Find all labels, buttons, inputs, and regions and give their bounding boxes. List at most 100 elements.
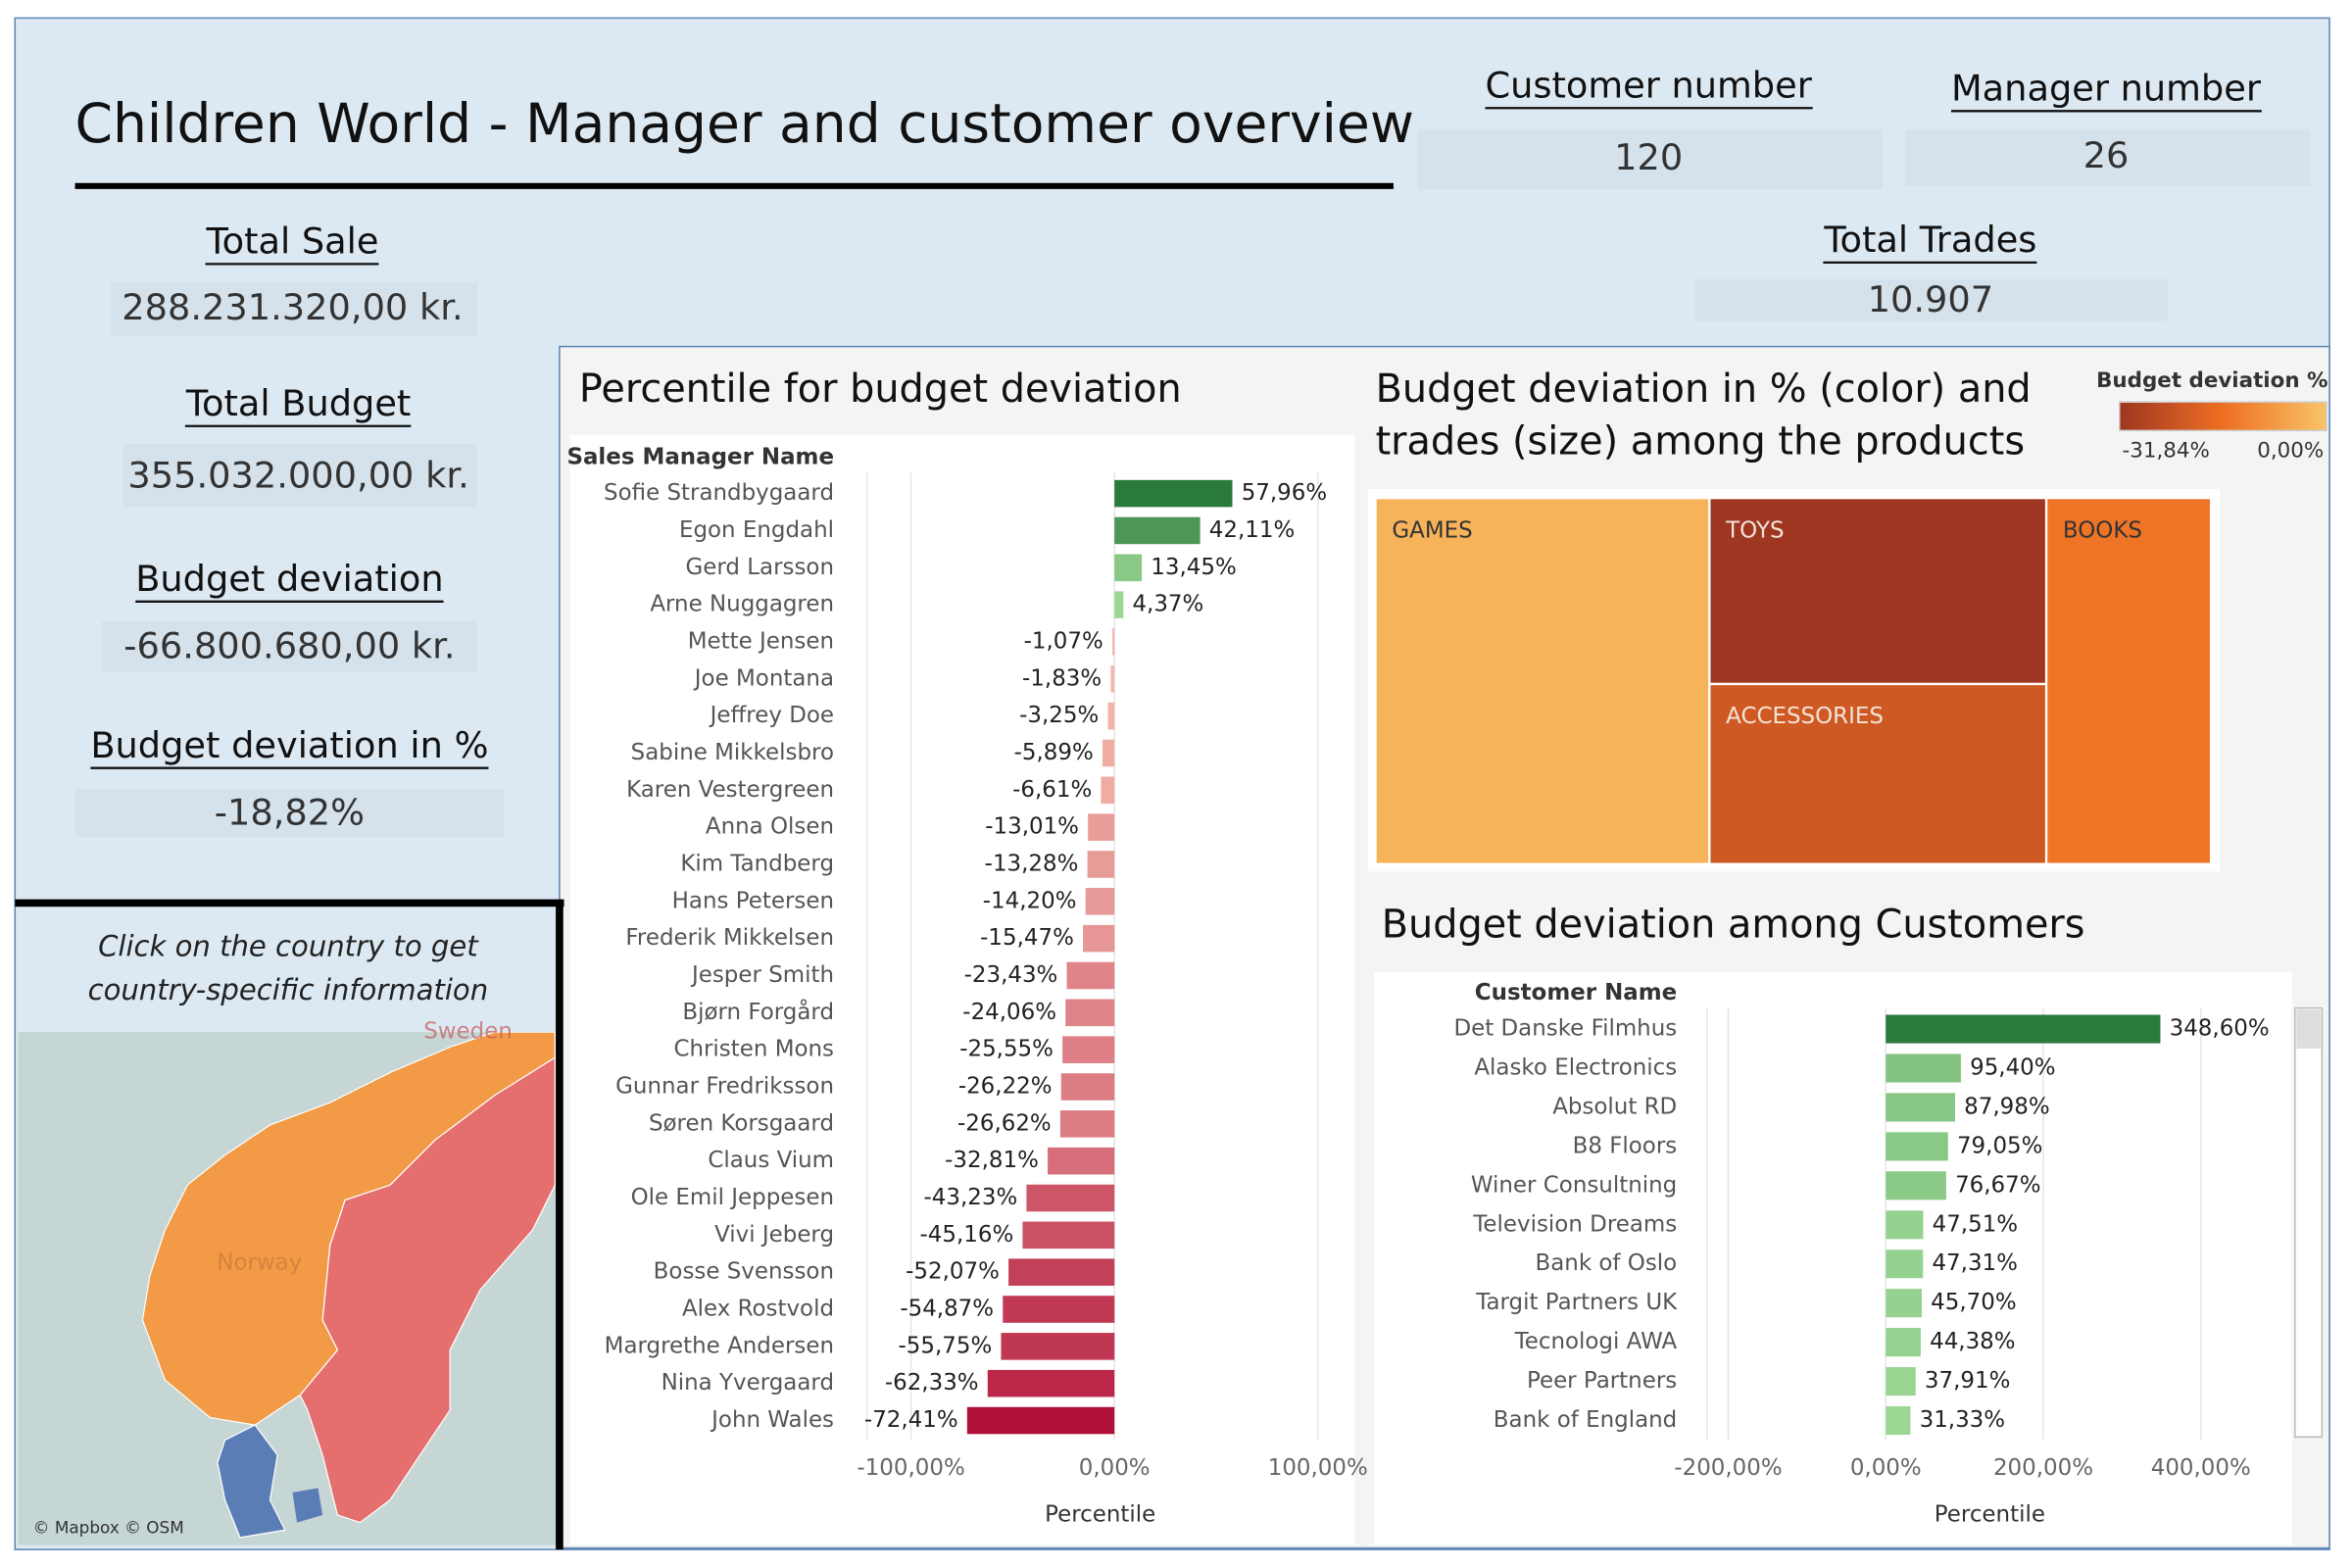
kpi-label: Budget deviation	[135, 558, 443, 600]
kpi-label: Budget deviation in %	[90, 724, 488, 766]
bar	[1886, 1132, 1948, 1161]
scrollbar-thumb[interactable]	[2296, 1009, 2321, 1049]
value-label: -26,62%	[957, 1110, 1052, 1136]
bar	[1085, 888, 1115, 915]
bar	[1886, 1210, 1924, 1240]
bar	[1886, 1289, 1922, 1318]
bar	[1886, 1367, 1916, 1396]
x-axis-label: Percentile	[1045, 1501, 1155, 1527]
bar	[1048, 1147, 1115, 1175]
bar	[1083, 924, 1115, 953]
value-label: -54,87%	[900, 1297, 994, 1322]
kpi-box	[74, 789, 505, 838]
scrollbar[interactable]	[2294, 1006, 2324, 1439]
value-label: 42,11%	[1209, 517, 1295, 543]
value-label: 348,60%	[2170, 1016, 2270, 1042]
bar	[1886, 1250, 1924, 1279]
kpi-box	[1694, 278, 2168, 321]
kpi-value: -66.800.680,00 kr.	[123, 625, 455, 667]
bar	[966, 1406, 1115, 1435]
category-label: Alasko Electronics	[1474, 1054, 1677, 1080]
bar	[1886, 1093, 1955, 1122]
treemap-cell	[2044, 497, 2213, 865]
chart-panel	[569, 434, 1355, 1545]
kpi-value: 120	[1614, 136, 1683, 178]
category-label: Winer Consultning	[1471, 1172, 1677, 1198]
page-title: Children World - Manager and customer ov…	[75, 92, 1414, 155]
value-label: -24,06%	[962, 1000, 1056, 1025]
category-label: Gunnar Fredriksson	[615, 1073, 834, 1099]
legend-label: -31,84%	[2123, 439, 2210, 464]
value-label: -5,89%	[1014, 740, 1094, 765]
treemap-label: TOYS	[1725, 517, 1784, 543]
legend-title: Budget deviation %	[2096, 368, 2328, 393]
kpi-label: Total Sale	[205, 220, 378, 262]
value-label: -13,01%	[985, 814, 1079, 840]
category-label: Christen Mons	[673, 1037, 834, 1062]
value-label: 47,51%	[1933, 1211, 2018, 1237]
kpi-label: Total Trades	[1823, 219, 2036, 261]
value-label: 79,05%	[1957, 1133, 2042, 1158]
map: Click on the country to get country-spec…	[15, 899, 564, 1550]
bar	[1062, 1036, 1115, 1063]
treemap-label: GAMES	[1392, 517, 1472, 543]
chart-title: trades (size) among the products	[1376, 419, 2026, 465]
category-label: Anna Olsen	[706, 814, 834, 840]
country-norway[interactable]	[141, 1031, 556, 1426]
value-label: -45,16%	[920, 1222, 1014, 1248]
x-tick-label: 400,00%	[2151, 1455, 2251, 1481]
value-label: -14,20%	[983, 888, 1077, 913]
category-label: Egon Engdahl	[679, 517, 834, 543]
x-tick-label: 0,00%	[1079, 1455, 1151, 1481]
bar	[1102, 739, 1115, 767]
category-label: Ole Emil Jeppesen	[631, 1185, 834, 1210]
bar	[1114, 554, 1143, 582]
category-header: Customer Name	[1475, 980, 1677, 1005]
x-tick-label: -100,00%	[857, 1455, 964, 1481]
x-axis-label: Percentile	[1935, 1501, 2045, 1527]
chart-title: Budget deviation among Customers	[1382, 902, 2085, 947]
map-instruction: country-specific information	[88, 973, 489, 1006]
category-label: Hans Petersen	[672, 888, 834, 913]
category-label: Joe Montana	[693, 665, 834, 691]
category-label: Sabine Mikkelsbro	[631, 740, 834, 765]
category-label: Bank of England	[1494, 1407, 1677, 1433]
category-label: Alex Rostvold	[682, 1297, 834, 1322]
category-label: Sofie Strandbygaard	[604, 480, 834, 506]
bar	[1008, 1258, 1115, 1286]
value-label: -6,61%	[1012, 777, 1092, 803]
value-label: 13,45%	[1151, 555, 1236, 580]
kpi-box	[122, 444, 477, 508]
value-label: -25,55%	[959, 1037, 1054, 1062]
category-header: Sales Manager Name	[566, 444, 834, 469]
value-label: 87,98%	[1964, 1094, 2049, 1119]
kpi-value: 288.231.320,00 kr.	[122, 286, 463, 328]
kpi-label: Manager number	[1951, 67, 2262, 109]
category-label: Margrethe Andersen	[605, 1333, 834, 1358]
category-label: John Wales	[710, 1407, 834, 1433]
value-label: -52,07%	[906, 1259, 1000, 1285]
category-label: B8 Floors	[1573, 1133, 1678, 1158]
kpi-value: 355.032.000,00 kr.	[127, 454, 468, 496]
bar	[1059, 1110, 1115, 1138]
value-label: -1,07%	[1024, 628, 1103, 654]
bar	[1111, 628, 1115, 656]
value-label: -72,41%	[864, 1407, 958, 1433]
category-label: Det Danske Filmhus	[1453, 1016, 1677, 1042]
map-attribution: © Mapbox © OSM	[33, 1518, 184, 1538]
x-tick-label: -200,00%	[1674, 1455, 1782, 1481]
kpi-box	[1417, 128, 1883, 189]
bar	[987, 1369, 1115, 1397]
value-label: -13,28%	[985, 851, 1079, 876]
bar	[1886, 1171, 1946, 1200]
country-denmark-island[interactable]	[292, 1488, 323, 1523]
kpi-value: 10.907	[1868, 278, 1993, 320]
bar	[1003, 1296, 1115, 1323]
country-denmark[interactable]	[217, 1424, 286, 1539]
category-label: Bjørn Forgård	[682, 998, 834, 1025]
category-label: Frederik Mikkelsen	[625, 925, 834, 951]
bar	[1060, 1073, 1115, 1101]
value-label: -55,75%	[899, 1333, 993, 1358]
value-label: 4,37%	[1132, 592, 1203, 617]
